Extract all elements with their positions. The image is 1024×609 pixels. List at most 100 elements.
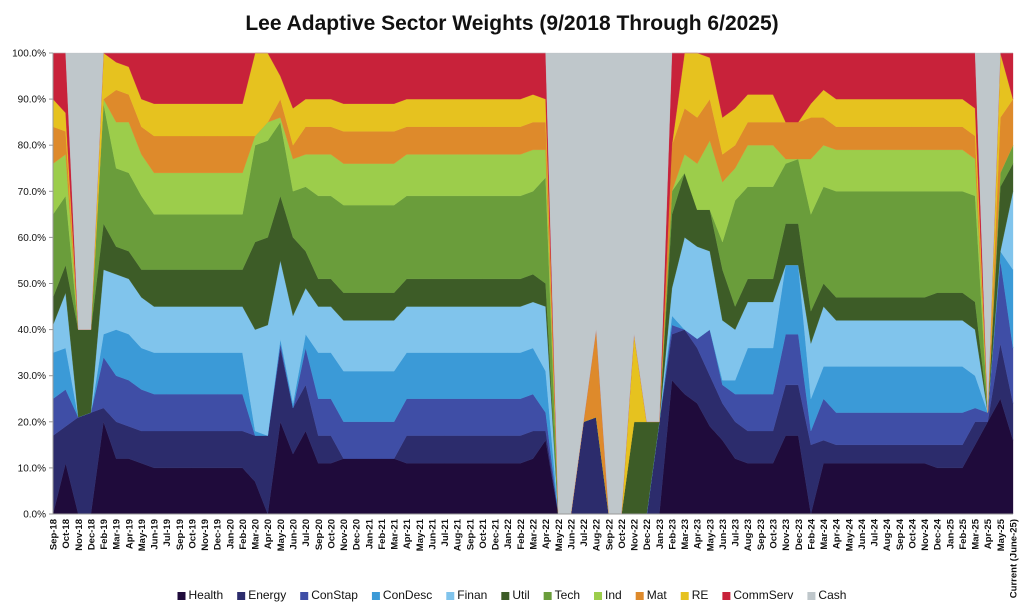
legend-label: Finan bbox=[457, 588, 487, 602]
y-tick-label: 90.0% bbox=[18, 95, 46, 106]
x-tick-label: Nov-20 bbox=[339, 519, 350, 551]
y-tick-label: 30.0% bbox=[18, 371, 46, 382]
x-tick-label: Apr-19 bbox=[124, 519, 135, 549]
x-tick-label: Feb-24 bbox=[806, 518, 817, 549]
x-tick-label: Oct-19 bbox=[187, 519, 198, 549]
x-tick-label: Oct-24 bbox=[907, 518, 918, 548]
x-tick-label: Sep-21 bbox=[465, 518, 476, 550]
x-tick-label: May-25 bbox=[996, 518, 1007, 551]
x-tick-label: May-21 bbox=[415, 518, 426, 551]
x-tick-label: Jan-23 bbox=[655, 519, 666, 549]
x-tick-label: Apr-22 bbox=[541, 519, 552, 549]
x-tick-label: Jun-21 bbox=[427, 518, 438, 549]
x-tick-label: Jan-20 bbox=[225, 519, 236, 549]
x-tick-label: Aug-24 bbox=[882, 518, 893, 551]
x-tick-label: May-24 bbox=[844, 518, 855, 551]
y-tick-label: 70.0% bbox=[18, 187, 46, 198]
y-tick-label: 40.0% bbox=[18, 325, 46, 336]
x-tick-label: Jul-23 bbox=[731, 519, 742, 546]
y-tick-label: 100.0% bbox=[12, 49, 46, 60]
x-tick-label: Jun-23 bbox=[718, 519, 729, 550]
x-tick-label: Jan-22 bbox=[503, 519, 514, 549]
x-tick-label: Apr-21 bbox=[402, 518, 413, 549]
x-tick-label: May-19 bbox=[137, 519, 148, 551]
x-tick-label: Jul-19 bbox=[162, 519, 173, 546]
x-tick-label: Feb-19 bbox=[99, 519, 110, 550]
x-tick-label: Oct-23 bbox=[769, 519, 780, 549]
x-tick-label: Dec-24 bbox=[933, 518, 944, 550]
x-tick-label: Jun-20 bbox=[289, 519, 300, 550]
legend-label: Ind bbox=[605, 588, 622, 602]
legend-swatch bbox=[501, 592, 510, 600]
x-tick-label: Oct-20 bbox=[326, 519, 337, 549]
x-tick-label: Jul-21 bbox=[440, 518, 451, 546]
legend-swatch bbox=[446, 592, 455, 600]
x-tick-label: Feb-20 bbox=[238, 519, 249, 550]
x-tick-label: Dec-21 bbox=[491, 518, 502, 550]
legend-label: ConDesc bbox=[383, 588, 432, 602]
x-tick-label: Mar-23 bbox=[680, 519, 691, 550]
legend-label: Util bbox=[512, 588, 529, 602]
x-tick-label: May-20 bbox=[276, 519, 287, 551]
x-tick-label: Apr-24 bbox=[832, 518, 843, 549]
x-tick-label: Feb-21 bbox=[377, 518, 388, 549]
x-tick-label: Mar-25 bbox=[971, 518, 982, 549]
legend-label: RE bbox=[692, 588, 709, 602]
legend-swatch bbox=[543, 592, 552, 600]
x-tick-label: Mar-19 bbox=[112, 519, 123, 550]
x-tick-label: Feb-22 bbox=[516, 519, 527, 550]
x-tick-label: Dec-22 bbox=[642, 519, 653, 550]
x-tick-label: Mar-22 bbox=[529, 519, 540, 550]
x-tick-label: Jan-25 bbox=[945, 518, 956, 549]
x-tick-label: Jan-21 bbox=[364, 518, 375, 549]
x-tick-label: Sep-23 bbox=[756, 519, 767, 550]
x-tick-label: Dec-23 bbox=[794, 519, 805, 550]
x-tick-label: Jul-20 bbox=[301, 519, 312, 546]
legend: Health Energy ConStap ConDesc Finan Util Tech I… bbox=[177, 588, 846, 602]
legend-label: CommServ bbox=[733, 588, 793, 602]
x-tick-label: Nov-18 bbox=[74, 519, 85, 551]
x-tick-label: Nov-24 bbox=[920, 518, 931, 550]
x-tick-label: Current (June-25) bbox=[1009, 519, 1020, 598]
x-tick-label: Sep-19 bbox=[175, 519, 186, 550]
x-tick-label: Jun-24 bbox=[857, 518, 868, 549]
x-tick-label: Jun-19 bbox=[150, 519, 161, 550]
x-tick-label: Apr-25 bbox=[983, 518, 994, 549]
legend-swatch bbox=[635, 592, 644, 600]
x-tick-label: Apr-20 bbox=[263, 519, 274, 549]
x-tick-label: Nov-23 bbox=[781, 519, 792, 551]
x-tick-label: Mar-20 bbox=[251, 519, 262, 550]
x-tick-label: Aug-21 bbox=[453, 518, 464, 551]
legend-label: Energy bbox=[248, 588, 286, 602]
x-tick-label: Sep-18 bbox=[49, 519, 60, 550]
y-tick-label: 20.0% bbox=[18, 417, 46, 428]
x-tick-label: Aug-23 bbox=[743, 519, 754, 551]
x-tick-label: Sep-22 bbox=[604, 519, 615, 550]
x-tick-label: Nov-22 bbox=[630, 519, 641, 551]
legend-label: Mat bbox=[647, 588, 668, 602]
legend-swatch bbox=[300, 592, 309, 600]
x-tick-label: Oct-18 bbox=[61, 519, 72, 549]
legend-label: Health bbox=[189, 588, 224, 602]
legend-swatch bbox=[371, 592, 380, 600]
legend-swatch bbox=[722, 592, 731, 600]
y-tick-label: 60.0% bbox=[18, 233, 46, 244]
x-tick-label: Jul-24 bbox=[870, 518, 881, 546]
x-tick-label: May-23 bbox=[705, 519, 716, 551]
x-tick-label: Dec-20 bbox=[352, 519, 363, 550]
x-tick-label: Jun-22 bbox=[566, 519, 577, 550]
legend-swatch bbox=[594, 592, 603, 600]
x-tick-label: Dec-19 bbox=[213, 519, 224, 550]
legend-swatch bbox=[807, 592, 816, 600]
x-tick-label: Apr-23 bbox=[693, 519, 704, 549]
chart-title: Lee Adaptive Sector Weights (9/2018 Thro… bbox=[245, 12, 778, 35]
x-tick-label: Oct-21 bbox=[478, 518, 489, 548]
x-tick-label: Oct-22 bbox=[617, 519, 628, 549]
x-tick-label: May-22 bbox=[554, 519, 565, 551]
x-tick-label: Feb-25 bbox=[958, 518, 969, 549]
legend-label: Tech bbox=[555, 588, 580, 602]
legend-swatch bbox=[177, 592, 186, 600]
legend-label: ConStap bbox=[311, 588, 358, 602]
legend-label: Cash bbox=[818, 588, 846, 602]
